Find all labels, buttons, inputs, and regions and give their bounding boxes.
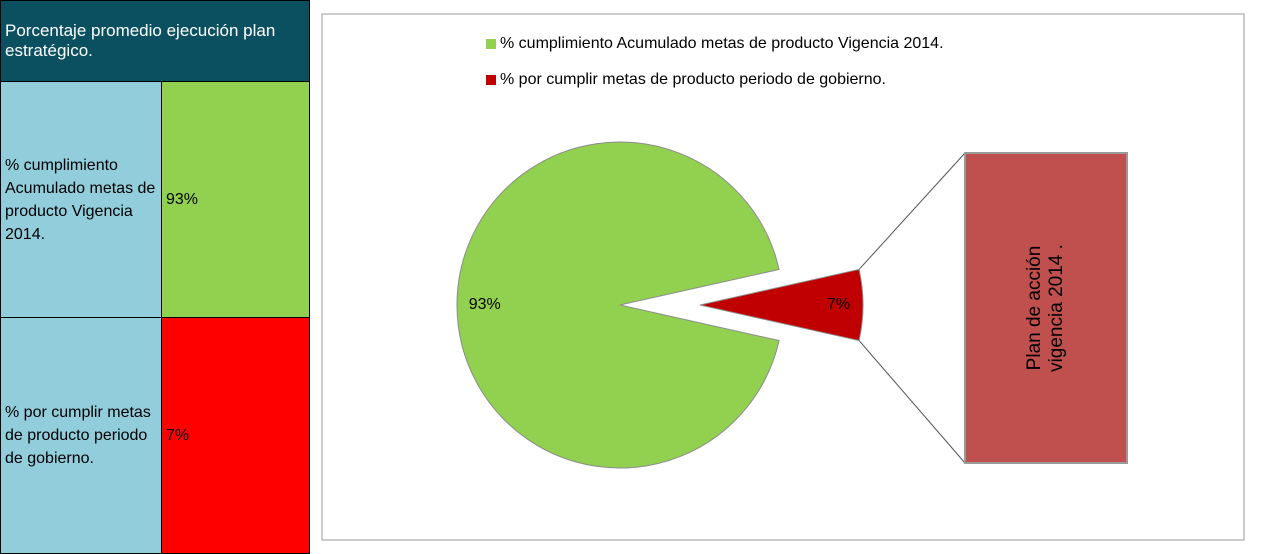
data-label: 7%	[827, 296, 850, 313]
legend-label: % por cumplir metas de producto periodo …	[500, 71, 886, 88]
row-value: 7%	[161, 317, 310, 554]
callout-box	[964, 152, 1128, 464]
summary-table: Porcentaje promedio ejecución plan estra…	[0, 0, 310, 554]
callout-line	[858, 340, 966, 464]
callout-wrap: Plan de acción vigencia 2014 .	[1024, 244, 1067, 372]
row-label: % cumplimiento Acumulado metas de produc…	[0, 81, 162, 318]
pie-slice	[699, 268, 864, 342]
data-label: 93%	[469, 296, 501, 313]
row-label: % por cumplir metas de producto periodo …	[0, 317, 162, 554]
pie-slice	[456, 141, 780, 469]
legend-swatch	[486, 75, 496, 85]
row-value: 93%	[161, 81, 310, 318]
legend-swatch	[486, 39, 496, 49]
callout-line	[858, 152, 966, 270]
callout-text: Plan de acción vigencia 2014 .	[1024, 244, 1067, 372]
table-header: Porcentaje promedio ejecución plan estra…	[0, 0, 310, 82]
legend-label: % cumplimiento Acumulado metas de produc…	[500, 35, 944, 52]
